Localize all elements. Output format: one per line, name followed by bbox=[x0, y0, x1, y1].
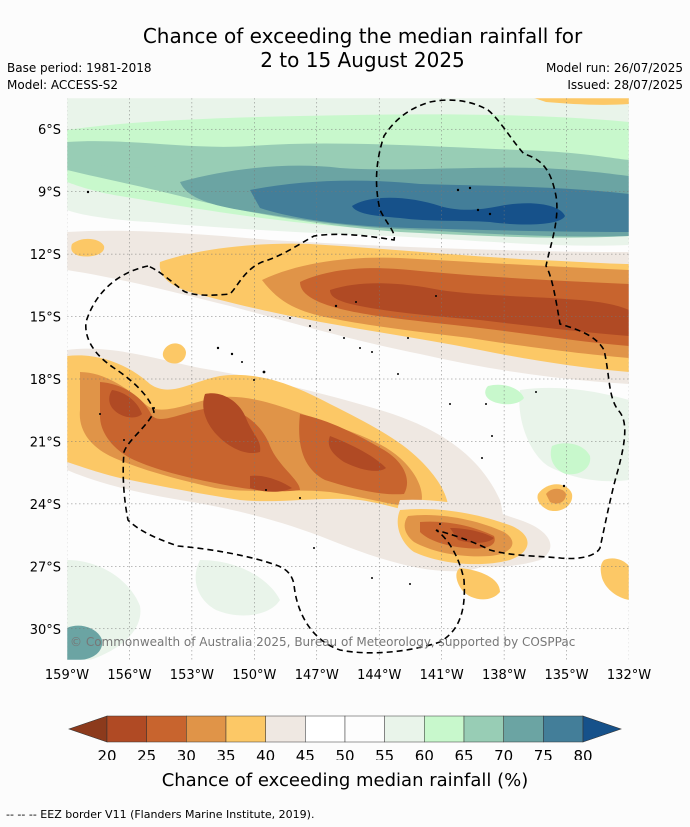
lon-label: 153°W bbox=[170, 668, 214, 683]
band-35-40-southeast-corner bbox=[600, 558, 629, 600]
band-75-80-southwest-corner bbox=[67, 625, 103, 660]
colorbar-tick-label: 40 bbox=[256, 747, 275, 760]
band-35-40-west-blob bbox=[71, 238, 105, 257]
colorbar-swatch bbox=[305, 715, 346, 743]
colorbar-tick-label: 65 bbox=[454, 747, 473, 760]
lon-label: 135°W bbox=[544, 668, 588, 683]
colorbar-tick-label: 80 bbox=[573, 747, 592, 760]
lat-label: 21°S bbox=[30, 435, 61, 450]
band-35-40-small-blob bbox=[162, 343, 186, 364]
eez-footnote: -- -- -- EEZ border V11 (Flanders Marine… bbox=[6, 808, 315, 821]
latitude-labels: 6°S 9°S 12°S 15°S 18°S 21°S 24°S 27°S 30°S bbox=[30, 123, 61, 638]
rainfall-map: © Commonwealth of Australia 2025, Bureau… bbox=[30, 97, 651, 760]
lon-label: 159°W bbox=[45, 668, 89, 683]
lat-label: 15°S bbox=[30, 311, 61, 326]
band-70-75-northwest bbox=[67, 144, 173, 168]
colorbar-swatch bbox=[384, 715, 425, 743]
colorbar-swatch bbox=[225, 715, 266, 743]
colorbar-extend-high bbox=[582, 715, 622, 743]
band-55-60-south bbox=[67, 560, 280, 660]
colorbar-tick-label: 60 bbox=[415, 747, 434, 760]
model-run: Model run: 26/07/2025 bbox=[545, 61, 683, 75]
title-line-1: Chance of exceeding the median rainfall … bbox=[142, 24, 583, 48]
lat-label: 27°S bbox=[30, 560, 61, 575]
band-20-25-central bbox=[330, 283, 629, 336]
colorbar-tick-label: 25 bbox=[137, 747, 156, 760]
map-title: Chance of exceeding the median rainfall … bbox=[0, 24, 690, 72]
colorbar-tick-label: 75 bbox=[534, 747, 553, 760]
lat-label: 9°S bbox=[38, 186, 61, 201]
colorbar-swatch bbox=[146, 715, 187, 743]
lon-label: 156°W bbox=[107, 668, 151, 683]
band-80-north bbox=[352, 197, 565, 225]
graticule bbox=[67, 98, 629, 660]
lon-label: 150°W bbox=[232, 668, 276, 683]
band-55-60-east bbox=[519, 387, 629, 482]
colorbar-label: Chance of exceeding median rainfall (%) bbox=[161, 770, 529, 791]
probability-field: © Commonwealth of Australia 2025, Bureau… bbox=[67, 98, 629, 660]
colorbar-extend-low bbox=[68, 715, 108, 743]
lat-label: 30°S bbox=[30, 623, 61, 638]
lat-label: 24°S bbox=[30, 498, 61, 513]
colorbar-tick-label: 45 bbox=[296, 747, 315, 760]
colorbar-swatch bbox=[543, 715, 584, 743]
lat-label: 12°S bbox=[30, 248, 61, 263]
lat-label: 18°S bbox=[30, 373, 61, 388]
map-frame bbox=[66, 97, 630, 661]
meta-left: Base period: 1981-2018 Model: ACCESS-S2 bbox=[7, 60, 152, 94]
colorbar-swatch bbox=[344, 715, 385, 743]
colorbar-swatch bbox=[463, 715, 504, 743]
band-60-65-east bbox=[485, 384, 591, 475]
colorbar-ticks: 20 25 30 35 40 45 50 55 60 65 70 75 80 bbox=[97, 747, 592, 760]
colorbar-swatch bbox=[265, 715, 306, 743]
lon-label: 147°W bbox=[295, 668, 339, 683]
colorbar bbox=[68, 715, 622, 743]
colorbar-tick-label: 20 bbox=[97, 747, 116, 760]
title-line-2: 2 to 15 August 2025 bbox=[260, 48, 465, 72]
base-period: Base period: 1981-2018 bbox=[7, 61, 152, 75]
band-30-35-east-blob bbox=[546, 488, 566, 504]
copyright-notice: © Commonwealth of Australia 2025, Bureau… bbox=[70, 635, 575, 649]
colorbar-swatch bbox=[424, 715, 465, 743]
colorbar-tick-label: 30 bbox=[177, 747, 196, 760]
meta-right: Model run: 26/07/2025 Issued: 28/07/2025 bbox=[546, 60, 683, 94]
band-35-40-ne-corner bbox=[534, 98, 629, 105]
longitude-labels: 159°W 156°W 153°W 150°W 147°W 144°W 141°W 138°W… bbox=[45, 668, 651, 683]
colorbar-swatch bbox=[186, 715, 227, 743]
colorbar-tick-label: 70 bbox=[494, 747, 513, 760]
lat-label: 6°S bbox=[38, 123, 61, 138]
lon-label: 141°W bbox=[420, 668, 464, 683]
lon-label: 138°W bbox=[482, 668, 526, 683]
colorbar-swatch bbox=[106, 715, 147, 743]
model-name: Model: ACCESS-S2 bbox=[7, 78, 119, 92]
lon-label: 132°W bbox=[607, 668, 651, 683]
colorbar-tick-label: 50 bbox=[335, 747, 354, 760]
band-20-25-southeast bbox=[450, 528, 494, 543]
islands bbox=[86, 186, 566, 585]
colorbar-tick-label: 55 bbox=[375, 747, 394, 760]
colorbar-tick-label: 35 bbox=[216, 747, 235, 760]
issued-date: Issued: 28/07/2025 bbox=[567, 78, 683, 92]
colorbar-swatch bbox=[503, 715, 544, 743]
band-20-25-southwest bbox=[109, 390, 386, 492]
lon-label: 144°W bbox=[357, 668, 401, 683]
